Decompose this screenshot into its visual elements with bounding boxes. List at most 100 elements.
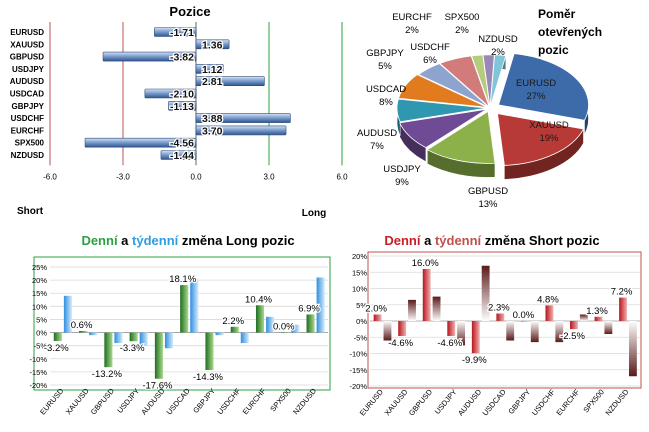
position-bar-xauusd bbox=[195, 39, 230, 50]
long-title-daily: Denní bbox=[81, 233, 118, 248]
bar-weekly-usdjpy bbox=[139, 332, 148, 346]
position-bar-usdcad bbox=[144, 88, 197, 99]
y-tick--20-: -20% bbox=[29, 381, 47, 390]
short-side-label: Short bbox=[17, 206, 44, 217]
pie-slice-usdjpy bbox=[399, 108, 487, 149]
long-change-chart: Denní a týdenní změna Long pozic -20% -15… bbox=[29, 233, 331, 417]
category-label-xauusd: XAUUSD bbox=[64, 386, 91, 416]
y-tick-25-: 25% bbox=[32, 263, 47, 272]
pie-slice-gbpjpy bbox=[417, 63, 489, 108]
x-tick--3-0: -3.0 bbox=[116, 172, 130, 181]
bar-daily-xauusd bbox=[398, 321, 407, 336]
y-tick-5-: 5% bbox=[36, 315, 47, 324]
category-label-eurchf: EURCHF bbox=[11, 126, 44, 135]
pie-label-gbpjpy: GBPJPY bbox=[366, 48, 404, 59]
bar-weekly-gbpusd bbox=[114, 332, 123, 344]
short-title-rest: změna Short pozic bbox=[481, 233, 599, 248]
category-label-usdchf: USDCHF bbox=[530, 387, 557, 417]
data-label-xauusd: -4.6% bbox=[388, 338, 413, 349]
category-label-xauusd: XAUUSD bbox=[383, 387, 410, 417]
bar-daily-usdchf bbox=[545, 305, 554, 321]
y-tick-10-: 10% bbox=[32, 302, 47, 311]
y-tick--15-: -15% bbox=[29, 368, 47, 377]
pie-label-spx500: SPX500 bbox=[445, 12, 480, 23]
data-label-gbpjpy: -14.3% bbox=[193, 372, 224, 383]
pie-label-usdjpy: USDJPY bbox=[383, 164, 421, 175]
y-tick-15-: 15% bbox=[32, 289, 47, 298]
value-label-usdjpy: 1.12 bbox=[202, 64, 223, 76]
pie-title-line-3: pozic bbox=[538, 43, 569, 57]
bar-weekly-eurchf bbox=[266, 316, 275, 333]
position-bar-eurusd bbox=[154, 27, 197, 37]
pie-value-eurusd: 27% bbox=[526, 91, 546, 102]
pie-value-usdcad: 8% bbox=[379, 97, 393, 108]
category-label-usdcad: USDCAD bbox=[481, 387, 509, 417]
bar-daily-audusd bbox=[154, 332, 163, 379]
bar-weekly-audusd bbox=[481, 265, 490, 321]
pie-value-xauusd: 19% bbox=[539, 133, 559, 144]
category-label-spx500: SPX500 bbox=[268, 387, 293, 414]
category-label-gbpjpy: GBPJPY bbox=[12, 102, 45, 111]
y-tick-20-: 20% bbox=[352, 252, 367, 261]
pie-label-audusd: AUDUSD bbox=[357, 128, 397, 139]
short-title-daily: Denní bbox=[384, 233, 421, 248]
short-title-weekly: týdenní bbox=[435, 233, 482, 248]
data-label-usdchf: 4.8% bbox=[537, 294, 559, 305]
bar-daily-usdcad bbox=[180, 285, 189, 333]
bar-weekly-nzdusd bbox=[628, 321, 637, 377]
bar-daily-gbpjpy bbox=[520, 321, 529, 322]
data-label-audusd: -9.9% bbox=[462, 355, 487, 366]
bar-weekly-eurusd bbox=[63, 295, 72, 333]
pie-label-usdcad: USDCAD bbox=[366, 84, 406, 95]
short-title-and: a bbox=[420, 233, 434, 248]
category-label-eurusd: EURUSD bbox=[10, 28, 44, 37]
pie-value-spx500: 2% bbox=[455, 25, 469, 36]
data-label-gbpjpy: 0.0% bbox=[513, 310, 535, 321]
bar-weekly-usdcad bbox=[190, 278, 199, 333]
bar-daily-xauusd bbox=[79, 330, 88, 333]
pie-slice-gbpusd bbox=[426, 110, 496, 164]
data-label-gbpusd: -13.2% bbox=[92, 369, 123, 380]
long-change-title: Denní a týdenní změna Long pozic bbox=[81, 233, 294, 248]
value-label-nzdusd: -1.44 bbox=[170, 150, 194, 162]
bar-weekly-usdcad bbox=[506, 321, 515, 341]
bar-daily-usdjpy bbox=[447, 321, 456, 336]
pie-label-nzdusd: NZDUSD bbox=[478, 34, 518, 45]
position-bar-eurchf bbox=[195, 125, 287, 136]
category-label-audusd: AUDUSD bbox=[10, 77, 44, 86]
x-tick-6-0: 6.0 bbox=[336, 172, 348, 181]
category-label-usdchf: USDCHF bbox=[215, 386, 242, 416]
bar-daily-usdchf bbox=[230, 326, 239, 333]
pie-slice-usdchf bbox=[439, 55, 491, 109]
position-bar-usdjpy bbox=[195, 64, 224, 74]
y-tick-20-: 20% bbox=[32, 276, 47, 285]
open-positions-ratio-chart: Poměr otevřených pozic EURUSD 27% XAUUSD 19… bbox=[357, 7, 602, 210]
category-label-spx500: SPX500 bbox=[581, 388, 606, 415]
category-label-xauusd: XAUUSD bbox=[10, 40, 44, 49]
y-tick-10-: 10% bbox=[352, 285, 367, 294]
bar-weekly-eurchf bbox=[579, 314, 588, 321]
pie-value-audusd: 7% bbox=[370, 141, 384, 152]
data-label-usdjpy: -3.3% bbox=[120, 343, 145, 354]
y-tick-15-: 15% bbox=[352, 268, 367, 277]
bar-daily-gbpusd bbox=[104, 332, 113, 368]
long-side-label: Long bbox=[302, 208, 326, 219]
category-label-nzdusd: NZDUSD bbox=[604, 387, 631, 417]
value-label-spx500: -4.56 bbox=[170, 138, 194, 150]
category-label-eurchf: EURCHF bbox=[241, 386, 268, 416]
bar-weekly-xauusd bbox=[89, 332, 98, 336]
bar-daily-gbpusd bbox=[422, 269, 431, 321]
pie-slice-xauusd bbox=[497, 113, 585, 166]
data-label-audusd: -17.6% bbox=[142, 381, 173, 392]
y-tick--20-: -20% bbox=[349, 382, 367, 391]
data-label-usdcad: 2.3% bbox=[488, 303, 510, 314]
pie-label-eurusd: EURUSD bbox=[516, 78, 556, 89]
bar-daily-nzdusd bbox=[306, 314, 315, 333]
pie-value-usdchf: 6% bbox=[423, 55, 437, 66]
position-bar-nzdusd bbox=[160, 150, 197, 160]
data-label-eurchf: 10.4% bbox=[245, 294, 272, 305]
position-bar-usdchf bbox=[195, 113, 291, 123]
data-label-nzdusd: 6.9% bbox=[298, 303, 320, 314]
category-label-eurchf: EURCHF bbox=[554, 387, 581, 417]
